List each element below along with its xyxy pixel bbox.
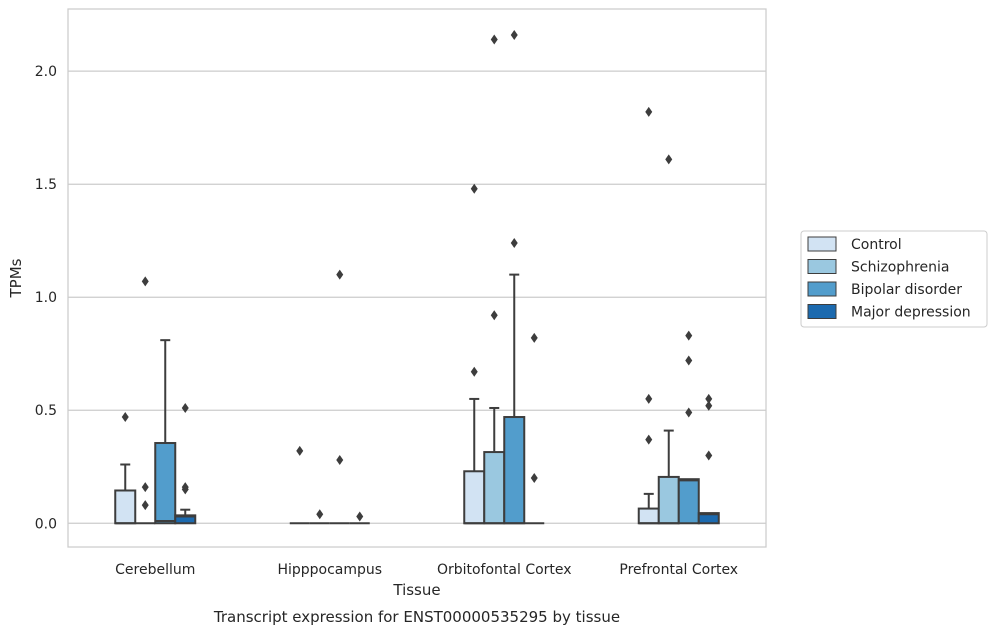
box-group (174, 402, 197, 525)
x-tick-labels: Cerebellum Hipppocampus Orbitofontal Corte… (115, 562, 738, 578)
box-group (524, 332, 545, 525)
outlier-point (685, 407, 693, 418)
box-group (135, 276, 156, 525)
box (483, 451, 506, 525)
outlier-point (336, 454, 344, 465)
outlier-point (645, 434, 653, 445)
box (677, 478, 700, 525)
outlier-point (530, 332, 538, 343)
plot-frame (67, 8, 767, 548)
outlier-point (685, 330, 693, 341)
y-tick-label: 1.0 (35, 290, 57, 306)
box-group (329, 269, 350, 525)
legend-swatch (807, 281, 837, 297)
outlier-point (645, 106, 653, 117)
chart-caption: Transcript expression for ENST0000053529… (213, 608, 620, 626)
box-group (309, 509, 330, 525)
y-axis-title: TPMs (7, 258, 25, 298)
outlier-point (510, 237, 518, 248)
outlier-point (665, 154, 673, 165)
x-axis-title: Tissue (392, 581, 440, 599)
legend-label: Control (851, 237, 902, 253)
outlier-point (705, 400, 713, 411)
boxes-layer (114, 29, 720, 525)
box-group (463, 183, 486, 525)
outlier-point (141, 500, 149, 511)
box-group (349, 511, 370, 525)
plot-area (68, 9, 766, 547)
box (657, 475, 680, 525)
legend: Control Schizophrenia Bipolar disorder Majo… (800, 230, 988, 328)
y-tick-label: 1.5 (35, 177, 57, 193)
box (174, 514, 197, 525)
box-group (677, 330, 700, 525)
outlier-point (685, 355, 693, 366)
outlier-point (705, 393, 713, 404)
outlier-point (141, 482, 149, 493)
box (154, 442, 177, 525)
outlier-point (530, 473, 538, 484)
box (503, 416, 526, 525)
outlier-point (336, 269, 344, 280)
x-tick-label: Prefrontal Cortex (619, 562, 738, 578)
legend-swatch (807, 236, 837, 252)
x-tick-label: Orbitofontal Cortex (437, 562, 572, 578)
box-group (289, 445, 310, 525)
outlier-point (510, 29, 518, 40)
outlier-point (181, 482, 189, 493)
outlier-point (645, 393, 653, 404)
box-group (503, 29, 526, 525)
legend-label: Schizophrenia (851, 260, 949, 276)
outlier-point (356, 511, 364, 522)
outlier-point (470, 183, 478, 194)
legend-frame (800, 230, 988, 328)
legend-label: Major depression (851, 305, 971, 321)
box-group (637, 106, 660, 525)
legend-swatch (807, 304, 837, 319)
outlier-point (181, 402, 189, 413)
box-group (483, 34, 506, 525)
outlier-point (470, 366, 478, 377)
x-tick-label: Cerebellum (115, 562, 195, 578)
box (114, 489, 137, 525)
box-group (154, 339, 177, 525)
box-group (114, 412, 137, 525)
y-tick-labels: 0.0 0.5 1.0 1.5 2.0 (35, 64, 57, 532)
y-tick-label: 2.0 (35, 64, 57, 80)
legend-label: Bipolar disorder (851, 282, 962, 298)
outlier-point (141, 276, 149, 287)
legend-swatch (807, 259, 837, 274)
x-tick-label: Hipppocampus (277, 562, 382, 578)
box (637, 507, 660, 525)
outlier-point (490, 34, 498, 45)
y-tick-label: 0.0 (35, 516, 57, 532)
box (463, 470, 486, 525)
outlier-point (316, 509, 324, 520)
outlier-point (705, 450, 713, 461)
outlier-point (490, 310, 498, 321)
outlier-point (296, 445, 304, 456)
outlier-point (121, 412, 129, 423)
y-tick-label: 0.5 (35, 403, 57, 419)
box (697, 512, 720, 525)
box-group (697, 393, 720, 525)
